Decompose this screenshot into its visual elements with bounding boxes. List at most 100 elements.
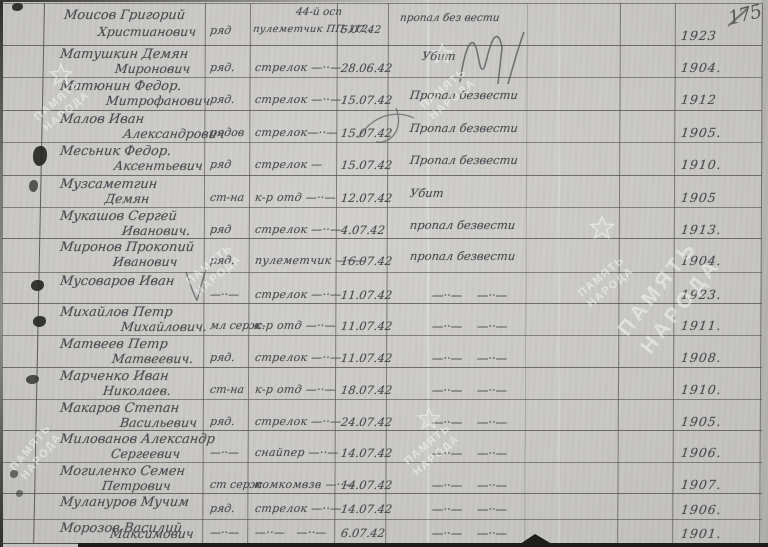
- rank: ряд: [209, 158, 233, 171]
- soldier-patronymic: Сергеевич: [110, 446, 182, 461]
- soldier-name: Матушкин Демян: [59, 47, 190, 62]
- soldier-name: Марченко Иван: [59, 369, 170, 384]
- soldier-name: Миронов Прокопий: [59, 240, 196, 255]
- rank: —··—: [209, 526, 240, 539]
- soldier-name: Музсаметгин: [59, 177, 159, 192]
- loss-date: 5.07.42: [340, 24, 382, 36]
- loss-status: —··— —··—: [431, 415, 509, 429]
- loss-status: Убит: [421, 49, 457, 63]
- loss-date: 18.07.42: [340, 383, 394, 397]
- soldier-patronymic: Митрофанович: [105, 93, 212, 108]
- birth-year: 1913.: [680, 222, 723, 237]
- position: —··— —··—: [254, 526, 328, 539]
- birth-year: 1908.: [680, 350, 723, 365]
- table-row: Миронов Прокопий Иванович ряд. пулеметчи…: [2, 238, 762, 272]
- table-row: Мукашов Сергей Иванович. ряд стрелок —··…: [2, 207, 762, 238]
- loss-status: пропал безвести: [409, 249, 517, 263]
- table-row: Матюнин Федор. Митрофанович ряд. стрелок…: [2, 77, 762, 110]
- soldier-patronymic: Миронович: [114, 61, 192, 76]
- soldier-patronymic: Иванович.: [121, 223, 192, 238]
- soldier-name: Михайлов Петр: [59, 305, 174, 320]
- soldier-patronymic: Николаев.: [102, 383, 172, 398]
- position: к-р отд —··—: [254, 383, 337, 396]
- position: стрелок —··—: [254, 502, 343, 515]
- loss-status: пропал безвести: [409, 218, 517, 232]
- rank: ряд.: [209, 502, 236, 515]
- loss-status: Убит: [409, 186, 445, 200]
- soldier-name: Месьник Федор.: [59, 144, 173, 159]
- loss-date: 16.07.42: [340, 254, 394, 268]
- position: снайпер —··—: [254, 446, 340, 459]
- birth-year: 1905: [680, 190, 718, 205]
- birth-year: 1901.: [680, 526, 723, 541]
- birth-year: 1923.: [680, 287, 723, 302]
- rank: ряд.: [209, 93, 236, 106]
- birth-year: 1905.: [680, 125, 723, 140]
- hole-punch-blot: [12, 3, 23, 11]
- birth-year: 1923: [680, 28, 718, 43]
- loss-date: 11.07.42: [340, 351, 394, 365]
- soldier-patronymic: Петрович: [101, 478, 172, 493]
- table-row: Месьник Федор. Аксентьевич ряд стрелок —…: [2, 142, 762, 175]
- loss-date: 15.07.42: [340, 158, 394, 172]
- soldier-patronymic: Иванович: [112, 254, 179, 269]
- rank: ряд.: [209, 351, 236, 364]
- loss-status: —··— —··—: [431, 351, 509, 365]
- loss-status: —··— —··—: [431, 319, 509, 333]
- table-row: Милованов Александр Сергеевич —··— снайп…: [2, 430, 762, 462]
- rank: рядов: [209, 126, 246, 139]
- loss-status: —··— —··—: [431, 526, 509, 540]
- birth-year: 1910.: [680, 157, 723, 172]
- paper-crease: [426, 0, 431, 547]
- position: стрелок —··—: [254, 415, 343, 428]
- table-row: Моисов Григорий Христианович 44-й осп ря…: [2, 3, 762, 45]
- position: стрелок —··—: [254, 61, 343, 74]
- unit-note: 44-й осп: [295, 6, 343, 18]
- birth-year: 1912: [680, 92, 718, 107]
- soldier-name: Могиленко Семен: [59, 464, 186, 479]
- hole-punch-blot: [33, 146, 47, 166]
- table-row: Михайлов Петр Михайлович. мл серж. к-р о…: [2, 303, 762, 335]
- loss-date: 11.07.42: [340, 288, 394, 302]
- loss-date: 14.07.42: [340, 478, 394, 492]
- soldier-name: Матвеев Петр: [59, 337, 169, 352]
- loss-status: —··— —··—: [431, 478, 509, 492]
- rank: ряд.: [209, 254, 236, 267]
- paper-crease: [556, 0, 560, 547]
- soldier-patronymic: Аксентьевич: [113, 158, 204, 173]
- scan-top-edge: [0, 0, 430, 2]
- table-row: Могиленко Семен Петрович ст серж помкомв…: [2, 462, 762, 493]
- soldier-patronymic: Матвеевич.: [111, 351, 195, 366]
- rank: ряд.: [209, 415, 236, 428]
- table-row: Малов Иван Александрович рядов стрелок—·…: [2, 110, 762, 142]
- position: к-р отд —··—: [254, 319, 337, 332]
- soldier-patronymic: Васильевич: [119, 415, 198, 430]
- rank: ряд: [209, 24, 233, 37]
- hole-punch-blot: [26, 375, 39, 384]
- soldier-patronymic: Михайлович.: [120, 319, 208, 334]
- soldier-name: Моисов Григорий: [63, 8, 187, 23]
- loss-status: —··— —··—: [431, 502, 509, 516]
- position: к-р отд —··—: [254, 191, 337, 204]
- birth-year: 1910.: [680, 382, 723, 397]
- position: стрелок—··—: [254, 126, 339, 139]
- table-row: Морозов Василий Максимович —··— —··— —··…: [2, 519, 762, 543]
- loss-date: 14.07.42: [340, 446, 394, 460]
- loss-date: 15.07.42: [340, 93, 394, 107]
- rank: ряд.: [209, 61, 236, 74]
- loss-date: 12.07.42: [340, 191, 394, 205]
- table-row: Матвеев Петр Матвеевич. ряд. стрелок —··…: [2, 335, 762, 367]
- hole-punch-blot: [31, 280, 44, 291]
- hole-punch-blot: [10, 470, 18, 478]
- scan-bottom-edge: [78, 543, 768, 547]
- soldier-name: Макаров Степан: [59, 401, 180, 416]
- loss-date: 4.07.42: [340, 223, 386, 237]
- birth-year: 1911.: [680, 318, 723, 333]
- loss-status: пропал без вести: [399, 12, 501, 24]
- rank: —··—: [209, 446, 240, 459]
- table-row: Матушкин Демян Миронович ряд. стрелок —·…: [2, 45, 762, 77]
- loss-date: 11.07.42: [340, 319, 394, 333]
- soldier-patronymic: Христианович: [97, 24, 198, 39]
- loss-status: Пропал безвести: [409, 88, 519, 102]
